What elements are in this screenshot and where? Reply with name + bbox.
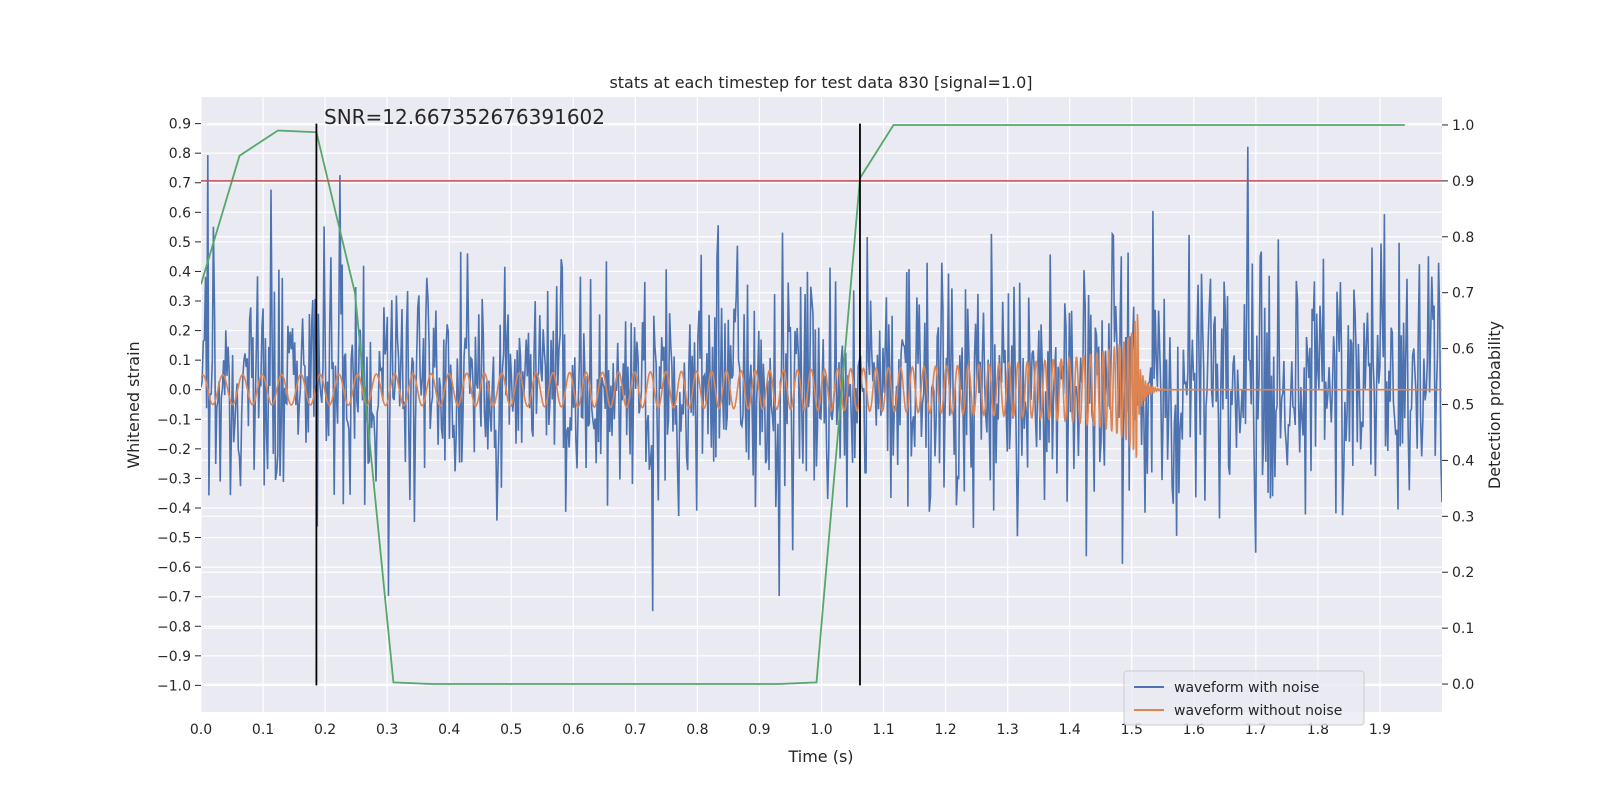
x-tick-label: 0.8	[686, 722, 708, 738]
y2-tick-label: 0.5	[1452, 398, 1474, 414]
legend-label: waveform without noise	[1174, 703, 1342, 719]
y-tick-label: −1.0	[157, 678, 191, 694]
x-tick-label: 1.9	[1369, 722, 1391, 738]
x-tick-label: 0.2	[314, 722, 336, 738]
x-tick-label: 0.4	[438, 722, 460, 738]
snr-annotation: SNR=12.667352676391602	[324, 105, 605, 129]
y-tick-label: 0.9	[169, 117, 191, 133]
x-tick-label: 1.8	[1307, 722, 1329, 738]
y2-tick-label: 0.0	[1452, 677, 1474, 693]
y2-tick-label: 0.4	[1452, 453, 1474, 469]
x-tick-label: 1.7	[1245, 722, 1267, 738]
x-axis-title: Time (s)	[787, 747, 853, 766]
x-tick-label: 1.1	[872, 722, 894, 738]
y-tick-label: −0.9	[157, 649, 191, 665]
x-tick-label: 1.6	[1183, 722, 1205, 738]
y2-tick-label: 1.0	[1452, 118, 1474, 134]
y2-axis-title: Detection probability	[1485, 321, 1504, 489]
y-tick-label: 0.4	[169, 264, 191, 280]
y2-tick-label: 0.9	[1452, 174, 1474, 190]
x-tick-label: 1.5	[1121, 722, 1143, 738]
y-tick-label: 0.0	[169, 383, 191, 399]
y2-tick-label: 0.2	[1452, 565, 1474, 581]
y-tick-label: −0.8	[157, 619, 191, 635]
axes: 0.0 0.1 0.2 0.3 0.4 0.5 0.6 0.7 0.8 0.9 1.0 1.1 1.2 1…	[157, 117, 1474, 738]
y-tick-label: −0.2	[157, 442, 191, 458]
y2-tick-label: 0.1	[1452, 621, 1474, 637]
x-tick-label: 0.5	[500, 722, 522, 738]
x-tick-label: 0.0	[190, 722, 212, 738]
x-tick-label: 1.2	[934, 722, 956, 738]
y-tick-label: 0.6	[169, 205, 191, 221]
y-tick-label: −0.7	[157, 590, 191, 606]
x-tick-label: 1.3	[997, 722, 1019, 738]
y-tick-label: −0.3	[157, 471, 191, 487]
series-waveform-without-noise	[201, 314, 1442, 458]
y-tick-label: −0.6	[157, 560, 191, 576]
x-tick-label: 1.0	[810, 722, 832, 738]
legend-box	[1123, 670, 1365, 726]
y-tick-label: −0.1	[157, 412, 191, 428]
y-tick-label: 0.2	[169, 324, 191, 340]
y-tick-label: 0.7	[169, 176, 191, 192]
y-tick-label: −0.5	[157, 531, 191, 547]
x-tick-label: 0.1	[252, 722, 274, 738]
x-tick-label: 0.9	[748, 722, 770, 738]
y-axis-title: Whitened strain	[124, 341, 143, 468]
chart-title: stats at each timestep for test data 830…	[609, 73, 1032, 92]
y2-tick-label: 0.8	[1452, 230, 1474, 246]
x-tick-label: 0.7	[624, 722, 646, 738]
y2-tick-label: 0.7	[1452, 286, 1474, 302]
legend-label: waveform with noise	[1174, 680, 1319, 696]
y-tick-label: 0.1	[169, 353, 191, 369]
legend: waveform with noise waveform without nois…	[1123, 670, 1365, 726]
y-tick-label: 0.5	[169, 235, 191, 251]
series-waveform-with-noise	[201, 146, 1442, 612]
y-tick-label: 0.3	[169, 294, 191, 310]
x-tick-label: 1.4	[1059, 722, 1081, 738]
x-tick-label: 0.3	[376, 722, 398, 738]
x-tick-label: 0.6	[562, 722, 584, 738]
plot-area	[201, 123, 1442, 686]
y2-tick-label: 0.3	[1452, 509, 1474, 525]
y2-tick-label: 0.6	[1452, 342, 1474, 358]
y-tick-label: 0.8	[169, 146, 191, 162]
y-tick-label: −0.4	[157, 501, 191, 517]
